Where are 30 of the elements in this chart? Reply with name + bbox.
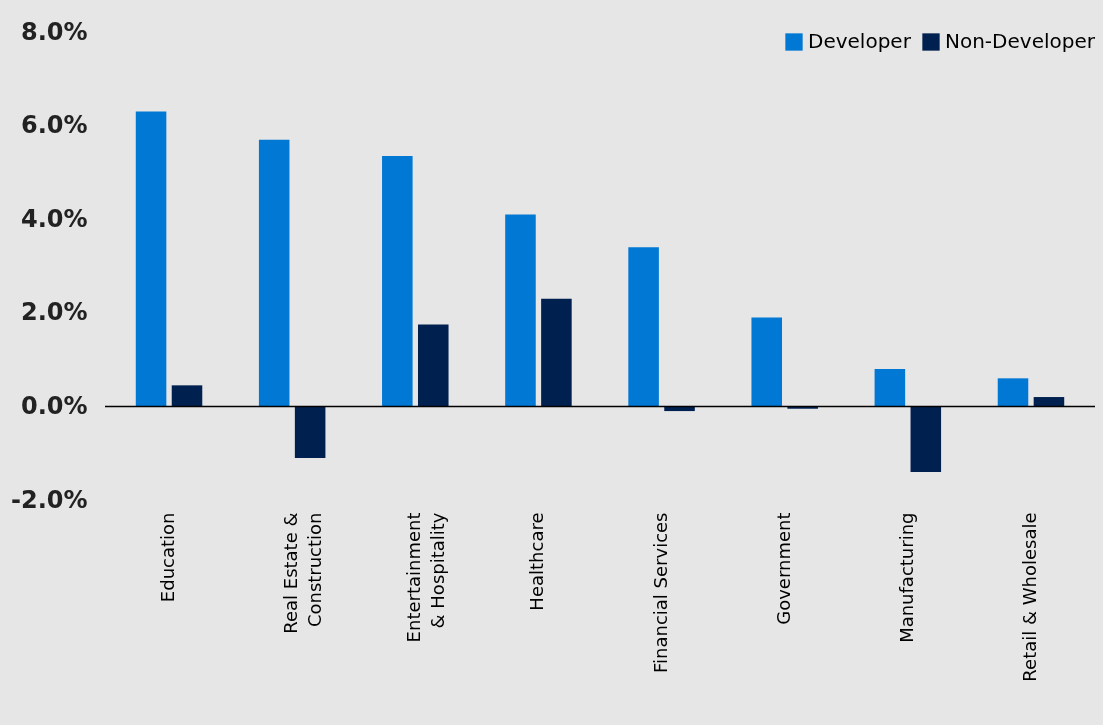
x-tick-label: Manufacturing: [895, 512, 917, 643]
bar: [997, 378, 1029, 407]
bar: [874, 368, 906, 407]
bar: [382, 156, 413, 407]
bar: [751, 317, 783, 407]
x-tick-label: Real Estate & Construction: [280, 512, 326, 634]
x-tick-label: Entertainment & Hospitality: [403, 512, 449, 643]
x-tick-label: Education: [157, 512, 179, 603]
bar: [294, 406, 326, 458]
bar: [505, 214, 536, 407]
bar: [910, 406, 942, 472]
legend-label: Developer: [808, 29, 912, 53]
y-tick-label: 4.0%: [20, 204, 88, 233]
x-tick-label: Financial Services: [649, 512, 671, 673]
y-tick-label: 0.0%: [20, 391, 88, 420]
x-tick-label: Retail & Wholesale: [1018, 512, 1040, 682]
bar: [1033, 397, 1065, 407]
bar: [258, 139, 290, 407]
bar: [541, 298, 572, 407]
bar: [135, 111, 167, 407]
legend-label: Non-Developer: [945, 29, 1096, 53]
y-tick-label: 2.0%: [20, 298, 88, 327]
y-tick-label: 6.0%: [20, 111, 88, 140]
y-tick-label: 8.0%: [20, 17, 88, 46]
bar: [171, 385, 203, 407]
bar: [628, 247, 659, 407]
x-tick-label: Healthcare: [526, 512, 548, 611]
y-tick-label: -2.0%: [10, 485, 88, 514]
bar: [417, 324, 449, 407]
x-tick-label: Government: [772, 512, 794, 625]
